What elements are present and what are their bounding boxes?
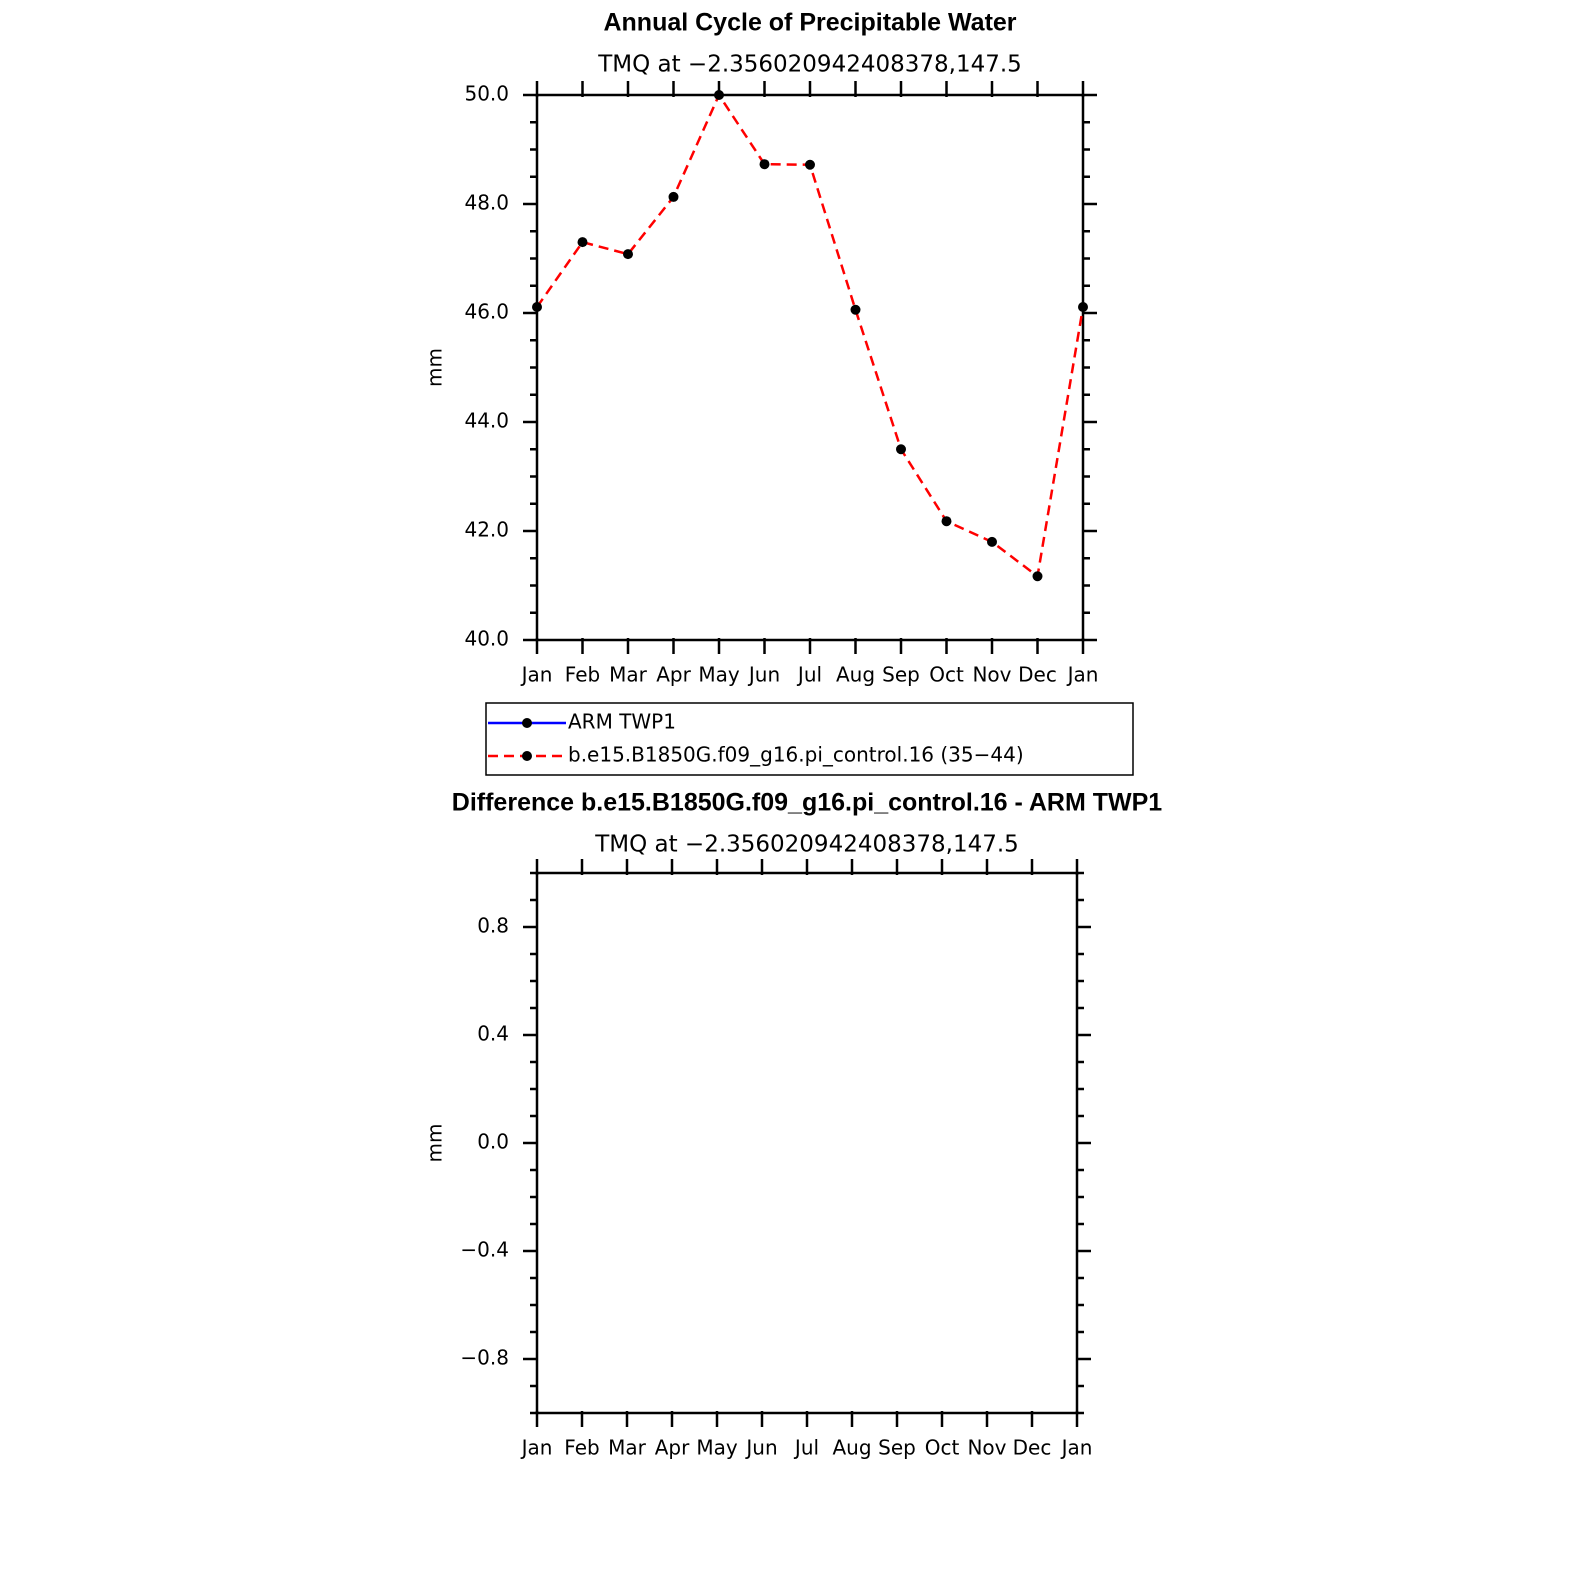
plot-frame	[535, 93, 1085, 642]
chart-subtitle: TMQ at −2.356020942408378,147.5	[597, 52, 1022, 78]
x-tick-label: Apr	[655, 1436, 690, 1460]
data-point	[1032, 571, 1043, 582]
y-tick-label: 46.0	[464, 300, 509, 324]
x-tick-label: Jun	[747, 663, 780, 687]
y-tick-label: −0.4	[460, 1238, 509, 1262]
y-tick-label: −0.8	[460, 1346, 509, 1370]
legend-label: ARM TWP1	[568, 710, 676, 734]
data-point	[714, 90, 724, 100]
x-tick-label: Mar	[608, 1436, 647, 1460]
chart-subtitle: TMQ at −2.356020942408378,147.5	[594, 832, 1019, 858]
chart-title: Annual Cycle of Precipitable Water	[603, 9, 1016, 37]
x-tick-label: Mar	[609, 663, 648, 687]
y-axis-label: mm	[423, 348, 447, 387]
x-tick-label: Jun	[744, 1436, 777, 1460]
y-tick-label: 0.4	[477, 1022, 509, 1046]
y-axis-label: mm	[423, 1124, 447, 1163]
x-tick-label: Sep	[882, 663, 920, 687]
data-point	[1078, 302, 1088, 313]
data-point	[987, 536, 997, 547]
data-point	[805, 159, 815, 170]
x-tick-label: Feb	[565, 663, 600, 687]
y-tick-label: 40.0	[464, 627, 509, 651]
x-tick-label: Sep	[878, 1436, 916, 1460]
y-tick-label: 50.0	[464, 82, 509, 106]
legend-box	[485, 702, 1134, 776]
x-tick-label: Nov	[972, 663, 1011, 687]
y-tick-label: 48.0	[464, 191, 509, 215]
x-tick-label: May	[696, 1436, 738, 1460]
legend-label: b.e15.B1850G.f09_g16.pi_control.16 (35−4…	[568, 743, 1024, 767]
y-tick-label: 44.0	[464, 409, 509, 433]
data-point	[668, 191, 679, 202]
x-tick-label: Oct	[929, 663, 964, 687]
x-tick-label: Dec	[1013, 1436, 1052, 1460]
x-tick-label: Dec	[1018, 663, 1057, 687]
x-tick-label: Aug	[836, 663, 875, 687]
data-point	[896, 444, 906, 455]
x-tick-label: Feb	[564, 1436, 599, 1460]
x-tick-label: Apr	[656, 663, 691, 687]
data-point	[759, 159, 770, 170]
data-point	[941, 516, 952, 527]
x-tick-label: Jan	[520, 663, 553, 687]
x-tick-label: Nov	[967, 1436, 1006, 1460]
plot-frame	[535, 871, 1079, 1415]
x-tick-label: Jul	[793, 1436, 819, 1460]
data-point	[577, 237, 588, 248]
legend-marker	[522, 718, 532, 728]
x-tick-label: Jul	[796, 663, 822, 687]
y-tick-label: 0.0	[477, 1130, 509, 1154]
data-point	[623, 249, 633, 260]
x-tick-label: Jan	[1060, 1436, 1093, 1460]
y-tick-label: 0.8	[477, 914, 509, 938]
x-tick-label: Jan	[1066, 663, 1099, 687]
data-point	[850, 304, 861, 315]
chart-title: Difference b.e15.B1850G.f09_g16.pi_contr…	[452, 789, 1163, 817]
y-tick-label: 42.0	[464, 518, 509, 542]
x-tick-label: May	[698, 663, 740, 687]
data-point	[532, 302, 542, 313]
x-tick-label: Jan	[520, 1436, 553, 1460]
x-tick-label: Oct	[925, 1436, 960, 1460]
x-tick-label: Aug	[832, 1436, 871, 1460]
legend-marker	[522, 751, 532, 761]
